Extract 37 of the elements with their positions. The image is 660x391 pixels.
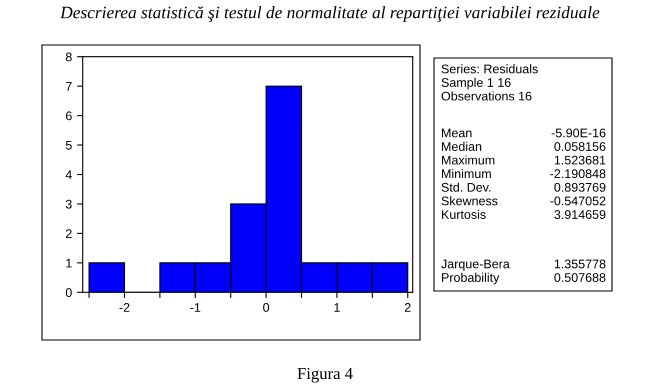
text: Jarque-Bera — [441, 260, 510, 271]
text: -5.90E-16 — [552, 128, 606, 138]
text: 1.523681 — [554, 156, 606, 165]
text: 0.507688 — [554, 273, 606, 282]
text: 3.914659 — [554, 210, 606, 219]
text: Series: Residuals — [442, 64, 538, 74]
text: Sample 1 16 — [442, 78, 511, 90]
text: -0.547052 — [550, 196, 606, 206]
text: 1.355778 — [554, 260, 606, 268]
x-tick-label: -2 — [119, 303, 130, 312]
y-tick-label: 5 — [66, 140, 72, 150]
text: 0.893769 — [554, 182, 606, 192]
text: 0.058156 — [554, 142, 606, 151]
text: Maximum — [442, 155, 494, 165]
x-tick-label: 1 — [334, 303, 340, 312]
y-tick-label: 4 — [66, 170, 72, 180]
y-tick-label: 0 — [66, 288, 72, 297]
text: Figura 4 — [297, 368, 353, 383]
y-tick-label: 8 — [66, 52, 72, 62]
text: Observations 16 — [442, 91, 532, 101]
y-tick-label: 3 — [66, 200, 72, 209]
chart-title: Descrierea statistică şi testul de normalitate al repartiţiei variabilei reziduale — [60, 6, 600, 22]
x-tick-label: -1 — [190, 303, 200, 312]
y-tick-label: 1 — [66, 258, 72, 268]
y-tick-label: 2 — [66, 229, 72, 238]
text: Mean — [442, 128, 472, 138]
y-tick-label: 7 — [66, 82, 72, 91]
text: Median — [442, 142, 482, 151]
text: Probability — [442, 272, 500, 284]
text: Minimum — [442, 168, 491, 178]
text: -2.190848 — [550, 169, 606, 178]
x-tick-label: 0 — [263, 303, 270, 312]
text: Skewness — [442, 196, 498, 206]
text: Std. Dev. — [442, 182, 490, 192]
x-tick-label: 2 — [404, 303, 411, 312]
text: Kurtosis — [442, 210, 486, 219]
y-tick-label: 6 — [66, 111, 72, 120]
